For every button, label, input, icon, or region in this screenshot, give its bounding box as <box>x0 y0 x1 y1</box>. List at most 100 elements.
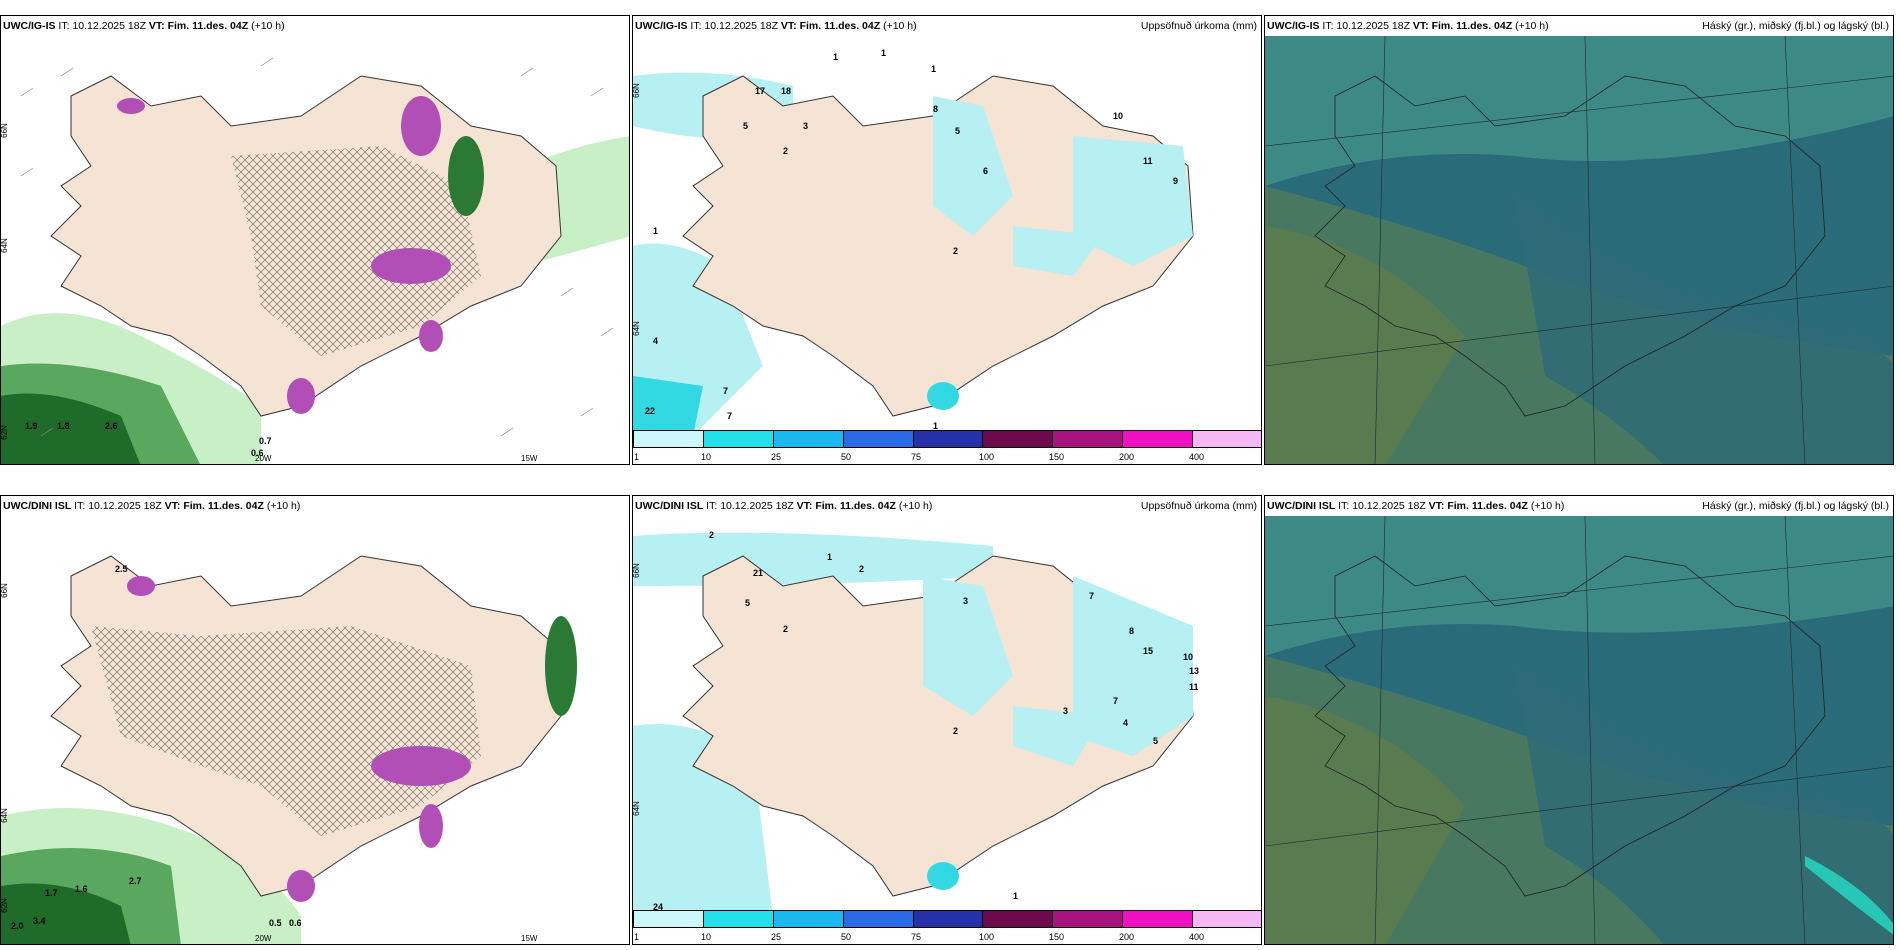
value-label: 3 <box>1063 706 1069 716</box>
colorbar-tick: 100 <box>979 932 995 942</box>
panel-clouds-dini: UWC/DINI ISL IT: 10.12.2025 18Z VT: Fim.… <box>1264 495 1894 945</box>
value-label: 2.0 <box>11 921 24 931</box>
value-label: 5 <box>743 121 749 131</box>
panel-precip-type-dini: UWC/DINI ISL IT: 10.12.2025 18Z VT: Fim.… <box>0 495 630 945</box>
colorbar-swatch <box>843 430 914 448</box>
value-label: 0.6 <box>289 918 302 928</box>
value-label: 18 <box>781 86 792 96</box>
value-label: 5 <box>1153 736 1159 746</box>
colorbar-swatch <box>843 910 914 928</box>
colorbar-tick: 400 <box>1189 452 1205 462</box>
lat-label: 66N <box>632 563 641 578</box>
colorbar-swatch <box>913 910 984 928</box>
colorbar-swatch <box>1123 910 1194 928</box>
colorbar-swatch <box>913 430 984 448</box>
value-label: 0.5 <box>269 918 282 928</box>
value-label: 1 <box>881 48 887 58</box>
lat-label: 62N <box>0 898 9 913</box>
colorbar-swatch <box>773 910 844 928</box>
value-label: 1.7 <box>45 888 58 898</box>
colorbar <box>633 430 1261 448</box>
lat-label: 66N <box>0 583 9 598</box>
lon-label: 15W <box>521 934 538 943</box>
panel-right-title: Háský (gr.), miðský (fj.bl.) og lágský (… <box>1702 20 1889 32</box>
value-label: 1 <box>833 52 839 62</box>
value-label: 6 <box>983 166 989 176</box>
lat-label: 64N <box>632 321 641 336</box>
colorbar-swatch <box>773 430 844 448</box>
value-label: 1 <box>931 64 937 74</box>
value-label: 10 <box>1113 111 1124 121</box>
lat-label: 64N <box>0 238 9 253</box>
value-label: 21 <box>753 568 764 578</box>
colorbar-tick: 100 <box>979 452 995 462</box>
panel-clouds-ig: UWC/IG-IS IT: 10.12.2025 18Z VT: Fim. 11… <box>1264 15 1894 465</box>
colorbar-tick: 150 <box>1049 452 1065 462</box>
panel-accum-precip-dini: UWC/DINI ISL IT: 10.12.2025 18Z VT: Fim.… <box>632 495 1262 945</box>
value-label: 1.8 <box>57 421 70 431</box>
value-label: 1 <box>653 226 659 236</box>
value-label: 2 <box>783 146 789 156</box>
panel-accum-precip-ig: UWC/IG-IS IT: 10.12.2025 18Z VT: Fim. 11… <box>632 15 1262 465</box>
value-label: 2.5 <box>115 564 128 574</box>
panel-header: UWC/IG-IS IT: 10.12.2025 18Z VT: Fim. 11… <box>635 20 917 32</box>
panel-header: UWC/IG-IS IT: 10.12.2025 18Z VT: Fim. 11… <box>1265 16 1893 36</box>
value-label: 0.6 <box>251 448 264 458</box>
value-label: 2.7 <box>129 876 142 886</box>
colorbar-tick: 25 <box>771 452 782 462</box>
value-label: 7 <box>1089 591 1095 601</box>
value-label: 11 <box>1189 682 1199 692</box>
value-label: 5 <box>955 126 961 136</box>
value-label: 22 <box>645 406 656 416</box>
panel-header: UWC/IG-IS IT: 10.12.2025 18Z VT: Fim. 11… <box>3 20 285 32</box>
colorbar <box>633 910 1261 928</box>
colorbar-tick: 50 <box>841 932 852 942</box>
colorbar-tick: 10 <box>701 452 712 462</box>
value-label: 1 <box>933 421 939 431</box>
value-label: 2 <box>953 246 959 256</box>
value-label: 8 <box>1129 626 1135 636</box>
panel-right-title: Uppsöfnuð úrkoma (mm) <box>1140 20 1257 32</box>
value-label: 3 <box>963 596 969 606</box>
panel-header: UWC/DINI ISL IT: 10.12.2025 18Z VT: Fim.… <box>1265 496 1893 516</box>
value-label: 4 <box>1123 718 1129 728</box>
colorbar-swatch <box>1193 430 1261 448</box>
value-label: 7 <box>727 411 733 421</box>
panel-precip-type-ig: UWC/IG-IS IT: 10.12.2025 18Z VT: Fim. 11… <box>0 15 630 465</box>
precip-type-map <box>1 516 629 944</box>
colorbar-swatch <box>703 910 774 928</box>
value-label: 1.9 <box>25 421 38 431</box>
value-label: 3 <box>803 121 809 131</box>
colorbar-swatch <box>1053 430 1124 448</box>
lat-label: 66N <box>632 83 641 98</box>
value-label: 0.7 <box>259 436 272 446</box>
value-label: 2 <box>783 624 789 634</box>
value-label: 7 <box>1113 696 1119 706</box>
colorbar-tick: 200 <box>1119 932 1135 942</box>
value-label: 3.4 <box>33 916 46 926</box>
value-label: 5 <box>745 598 751 608</box>
lon-label: 20W <box>255 934 272 943</box>
value-label: 9 <box>1173 176 1179 186</box>
value-label: 4 <box>653 336 659 346</box>
panel-header: UWC/DINI ISL IT: 10.12.2025 18Z VT: Fim.… <box>3 500 301 512</box>
value-label: 7 <box>723 386 729 396</box>
colorbar-swatch <box>983 910 1054 928</box>
lat-label: 64N <box>632 801 641 816</box>
colorbar-swatch <box>983 430 1054 448</box>
value-label: 2 <box>709 530 715 540</box>
accum-precip-map <box>633 516 1261 916</box>
panel-right-title: Uppsöfnuð úrkoma (mm) <box>1140 500 1257 512</box>
colorbar-tick: 25 <box>771 932 782 942</box>
colorbar-swatch <box>1123 430 1194 448</box>
value-label: 11 <box>1143 156 1153 166</box>
value-label: 2 <box>953 726 959 736</box>
colorbar-tick: 10 <box>701 932 712 942</box>
value-label: 1 <box>1013 891 1019 901</box>
lat-label: 64N <box>0 808 9 823</box>
cloud-map <box>1265 516 1893 944</box>
lat-label: 62N <box>0 425 9 440</box>
value-label: 13 <box>1189 666 1200 676</box>
value-label: 17 <box>755 86 766 96</box>
colorbar-tick: 1 <box>634 452 640 462</box>
